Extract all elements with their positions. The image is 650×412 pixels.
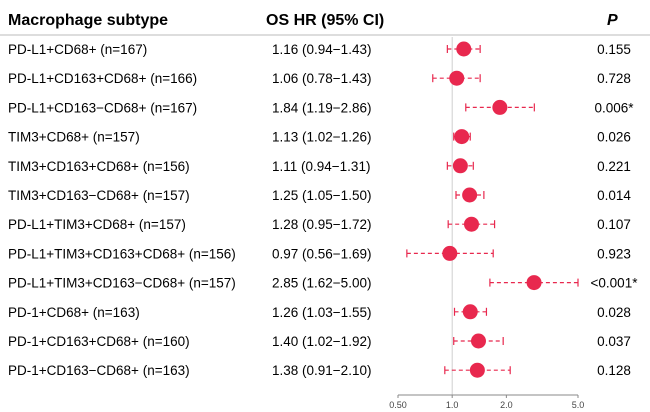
forest-row: TIM3+CD68+ (n=157) 1.13 (1.02−1.26) 0.026 [8,129,631,145]
row-label: PD-L1+CD163+CD68+ (n=166) [8,71,197,86]
row-label: TIM3+CD68+ (n=157) [8,130,140,145]
forest-row: PD-1+CD68+ (n=163) 1.26 (1.03−1.55) 0.028 [8,304,631,320]
forest-row: PD-L1+CD163−CD68+ (n=167) 1.84 (1.19−2.86… [8,99,634,115]
row-hr-ci: 0.97 (0.56−1.69) [272,246,371,261]
hr-point [454,129,470,145]
row-hr-ci: 1.28 (0.95−1.72) [272,217,371,232]
row-label: TIM3+CD163+CD68+ (n=156) [8,159,190,174]
forest-row: PD-L1+TIM3+CD68+ (n=157) 1.28 (0.95−1.72)… [8,216,631,232]
row-hr-ci: 1.84 (1.19−2.86) [272,100,371,115]
row-p-value: 0.107 [597,217,631,232]
forest-row: TIM3+CD163+CD68+ (n=156) 1.11 (0.94−1.31)… [8,158,631,174]
hr-point [526,275,542,291]
row-p-value: 0.155 [597,42,631,57]
forest-row: PD-L1+CD163+CD68+ (n=166) 1.06 (0.78−1.43… [8,70,631,86]
row-label: PD-1+CD163−CD68+ (n=163) [8,363,190,378]
forest-row: PD-L1+TIM3+CD163+CD68+ (n=156) 0.97 (0.56… [8,245,631,261]
row-p-value: 0.728 [597,71,631,86]
row-label: TIM3+CD163−CD68+ (n=157) [8,188,190,203]
row-p-value: 0.028 [597,305,631,320]
header-hr: OS HR (95% CI) [266,12,384,29]
row-p-value: 0.006* [594,100,634,115]
forest-row: PD-1+CD163−CD68+ (n=163) 1.38 (0.91−2.10)… [8,362,631,378]
row-label: PD-L1+CD68+ (n=167) [8,42,147,57]
row-label: PD-L1+TIM3+CD68+ (n=157) [8,217,186,232]
hr-point [449,70,465,86]
row-hr-ci: 1.11 (0.94−1.31) [272,159,370,174]
x-axis: 0.50 1.0 2.0 5.0 [389,394,585,410]
row-hr-ci: 1.06 (0.78−1.43) [272,71,371,86]
row-label: PD-1+CD68+ (n=163) [8,305,140,320]
forest-row: PD-L1+CD68+ (n=167) 1.16 (0.94−1.43) 0.155 [8,41,631,57]
header-p: P [607,12,618,29]
row-p-value: 0.128 [597,363,631,378]
x-tick-label: 2.0 [500,400,513,410]
row-hr-ci: 2.85 (1.62−5.00) [272,276,371,291]
row-label: PD-L1+CD163−CD68+ (n=167) [8,100,197,115]
row-hr-ci: 1.38 (0.91−2.10) [272,363,371,378]
rows-group: PD-L1+CD68+ (n=167) 1.16 (0.94−1.43) 0.155… [8,41,638,378]
row-label: PD-1+CD163+CD68+ (n=160) [8,334,190,349]
forest-row: TIM3+CD163−CD68+ (n=157) 1.25 (1.05−1.50)… [8,187,631,203]
row-p-value: 0.923 [597,246,631,261]
hr-point [469,362,485,378]
row-hr-ci: 1.26 (1.03−1.55) [272,305,371,320]
row-hr-ci: 1.25 (1.05−1.50) [272,188,371,203]
row-p-value: 0.014 [597,188,631,203]
x-tick-label: 1.0 [446,400,459,410]
hr-point [492,99,508,115]
forest-row: PD-L1+TIM3+CD163−CD68+ (n=157) 2.85 (1.62… [8,275,638,291]
row-p-value: 0.037 [597,334,631,349]
row-p-value: <0.001* [591,276,639,291]
row-hr-ci: 1.16 (0.94−1.43) [272,42,371,57]
row-hr-ci: 1.13 (1.02−1.26) [272,130,371,145]
header-subtype: Macrophage subtype [8,12,168,29]
row-p-value: 0.026 [597,130,631,145]
x-tick-label: 0.50 [389,400,407,410]
row-label: PD-L1+TIM3+CD163+CD68+ (n=156) [8,246,236,261]
forest-row: PD-1+CD163+CD68+ (n=160) 1.40 (1.02−1.92)… [8,333,631,349]
x-tick-label: 5.0 [572,400,585,410]
hr-point [462,304,478,320]
hr-point [462,187,478,203]
row-label: PD-L1+TIM3+CD163−CD68+ (n=157) [8,276,236,291]
row-p-value: 0.221 [597,159,631,174]
row-hr-ci: 1.40 (1.02−1.92) [272,334,371,349]
hr-point [470,333,486,349]
hr-point [456,41,472,57]
hr-point [463,216,479,232]
hr-point [452,158,468,174]
hr-point [442,245,458,261]
